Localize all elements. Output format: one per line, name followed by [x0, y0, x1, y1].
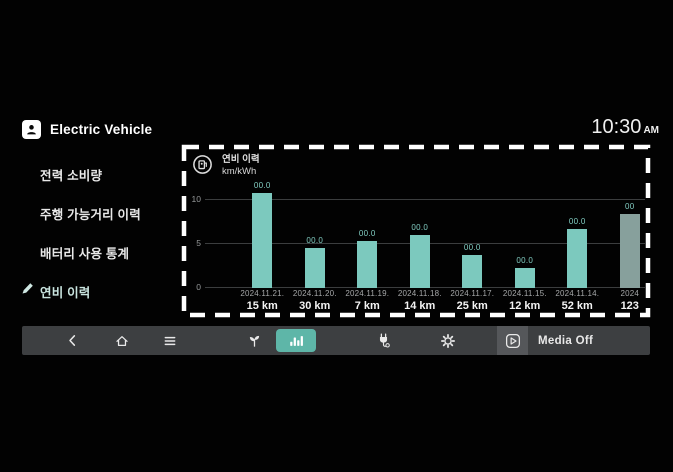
clock-period: AM	[643, 125, 659, 136]
chart-bar-column[interactable]: 00.0	[551, 180, 604, 288]
date-label: 2024.11.14.	[555, 289, 600, 299]
y-tick-5: 5	[196, 238, 201, 248]
bar-value-label: 00.0	[358, 229, 376, 239]
ev-profile-icon	[22, 120, 41, 139]
bar	[567, 229, 588, 288]
menu-button[interactable]	[158, 326, 182, 355]
seedling-icon	[249, 335, 259, 347]
bar-value-label: 00.0	[463, 242, 481, 252]
y-tick-0: 0	[196, 282, 201, 292]
fuel-gauge-icon	[193, 155, 212, 174]
date-label: 2024.11.15.	[502, 289, 547, 299]
x-axis-label: 2024.11.17. 25 km	[446, 289, 499, 314]
distance-label: 12 km	[509, 300, 541, 313]
distance-label: 25 km	[456, 300, 488, 313]
distance-label: 52 km	[561, 300, 593, 313]
bar	[252, 192, 273, 288]
sidebar-item-fuel-efficiency-history[interactable]: 연비 이력	[22, 272, 182, 311]
chart-bar-column[interactable]: 00.0	[236, 180, 289, 288]
bar	[462, 254, 483, 288]
bar-value-label: 00.0	[411, 223, 429, 233]
distance-label: 7 km	[354, 300, 380, 313]
x-axis-label: 2024.11.19. 7 km	[341, 289, 394, 314]
bar-chart: 10 5 0 00.0 00.0 00.0 00.0 00.0 00.0 00.0 00	[192, 181, 645, 292]
sidebar: Electric Vehicle 전력 소비량 주행 가능거리 이력 배터리 사…	[22, 120, 182, 311]
distance-label: 15 km	[246, 300, 278, 313]
bar	[409, 235, 430, 288]
clock-time: 10:30	[591, 116, 642, 138]
media-play-button[interactable]	[497, 326, 528, 355]
back-button[interactable]	[60, 326, 84, 355]
date-label: 2024	[620, 289, 640, 299]
chevron-left-icon	[68, 335, 75, 346]
distance-label: 14 km	[404, 300, 436, 313]
chart-bar-column[interactable]: 00	[604, 180, 652, 288]
distance-label: 30 km	[299, 300, 331, 313]
x-axis-label: 2024.11.20. 30 km	[289, 289, 342, 314]
y-tick-10: 10	[191, 194, 201, 204]
panel-unit: km/kWh	[222, 166, 257, 177]
sidebar-header: Electric Vehicle	[22, 120, 182, 139]
bar	[619, 214, 640, 288]
date-label: 2024.11.17.	[450, 289, 495, 299]
chart-bar-column[interactable]: 00.0	[446, 180, 499, 288]
hamburger-menu-icon	[164, 336, 176, 345]
sidebar-item-battery-usage[interactable]: 배터리 사용 통계	[40, 247, 130, 261]
bar	[304, 247, 325, 288]
date-label: 2024.11.18.	[397, 289, 442, 299]
bar	[357, 241, 378, 288]
x-axis-label: 2024.11.18. 14 km	[394, 289, 447, 314]
panel-title: 연비 이력	[222, 154, 260, 165]
x-axis-label: 2024 123	[604, 289, 652, 314]
sidebar-item-label: 연비 이력	[40, 286, 91, 300]
panel-header: 연비 이력 km/kWh	[191, 153, 260, 178]
pencil-icon	[20, 281, 35, 299]
date-label: 2024.11.21.	[240, 289, 285, 299]
distance-label: 123	[620, 300, 639, 313]
play-icon	[505, 333, 520, 348]
bar-value-label: 00.0	[253, 180, 271, 190]
chart-bar-column[interactable]: 00.0	[499, 180, 552, 288]
status-clock: 10:30 AM	[591, 116, 659, 139]
chart-bar-column[interactable]: 00.0	[341, 180, 394, 288]
sidebar-item-power-consumption[interactable]: 전력 소비량	[40, 169, 103, 183]
media-status-label[interactable]: Media Off	[538, 334, 594, 347]
ev-charging-button[interactable]	[370, 326, 396, 355]
chart-bar-column[interactable]: 00.0	[289, 180, 342, 288]
gear-icon	[441, 333, 455, 348]
x-axis-labels: 2024.11.21. 15 km 2024.11.20. 30 km 2024.11.…	[236, 289, 651, 314]
bar	[514, 267, 535, 288]
date-label: 2024.11.20.	[292, 289, 337, 299]
bar-value-label: 00.0	[568, 217, 586, 227]
home-button[interactable]	[110, 326, 134, 355]
x-axis-label: 2024.11.14. 52 km	[551, 289, 604, 314]
sidebar-title: Electric Vehicle	[50, 122, 153, 137]
date-label: 2024.11.19.	[345, 289, 390, 299]
bottom-navbar: Media Off	[22, 326, 650, 355]
bars-container: 00.0 00.0 00.0 00.0 00.0 00.0 00.0 00	[236, 180, 651, 288]
eco-mode-button[interactable]	[242, 326, 266, 355]
selected-pill	[276, 329, 316, 352]
bar-value-label: 00.0	[306, 235, 324, 245]
bar-value-label: 00	[625, 202, 635, 212]
settings-button[interactable]	[436, 326, 460, 355]
x-axis-label: 2024.11.15. 12 km	[499, 289, 552, 314]
chart-bar-column[interactable]: 00.0	[394, 180, 447, 288]
ev-plug-icon	[379, 333, 390, 348]
x-axis-label: 2024.11.21. 15 km	[236, 289, 289, 314]
home-icon	[116, 335, 128, 346]
bar-chart-icon	[289, 335, 303, 346]
sidebar-item-range-history[interactable]: 주행 가능거리 이력	[40, 208, 141, 222]
statistics-tab-selected[interactable]	[275, 326, 317, 355]
bar-value-label: 00.0	[516, 255, 534, 265]
fuel-efficiency-panel: 연비 이력 km/kWh 10 5 0 00.0 00.0 00.0 00.0 00.0…	[181, 144, 651, 318]
